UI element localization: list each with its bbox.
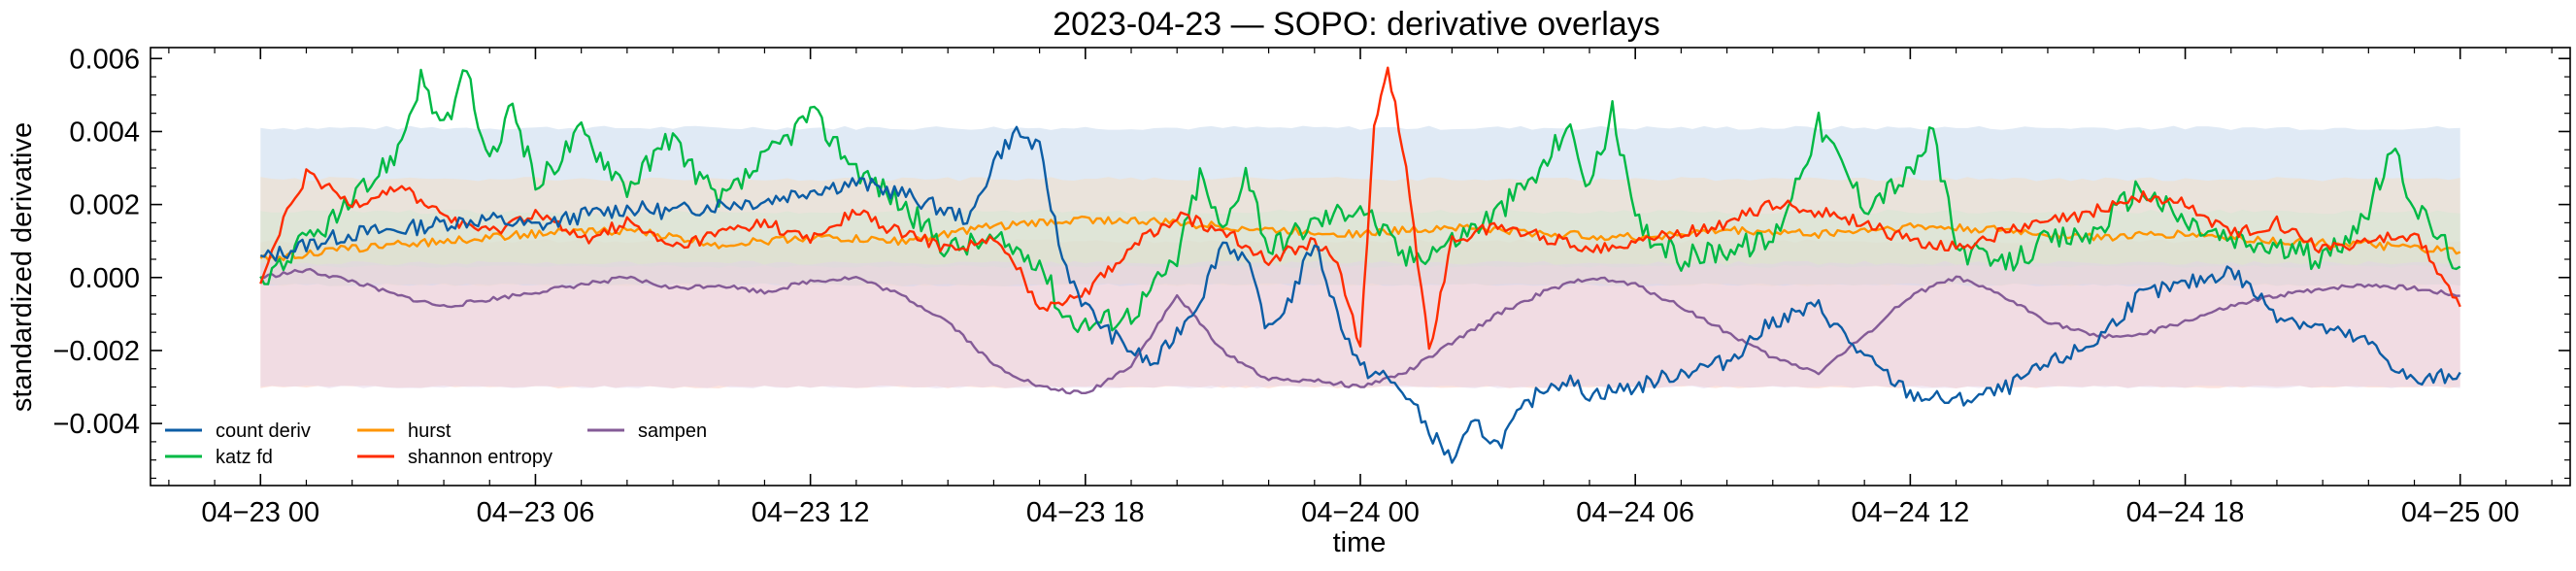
y-tick-label: −0.002 — [52, 336, 140, 367]
legend-label-count-deriv: count deriv — [216, 420, 311, 442]
x-tick-label: 04−23 18 — [1026, 497, 1145, 528]
axis-ticks — [151, 48, 2570, 486]
band-sampen — [260, 260, 2460, 388]
confidence-bands — [260, 125, 2460, 388]
x-tick-label: 04−23 06 — [477, 497, 595, 528]
x-tick-labels: 04−23 00 04−23 06 04−23 12 04−23 18 04−24 00… — [201, 497, 2519, 528]
chart-title: 2023-04-23 — SOPO: derivative overlays — [1053, 6, 1660, 43]
series-line-count-deriv — [259, 125, 2461, 464]
x-tick-label: 04−25 00 — [2401, 497, 2520, 528]
series-line-katz-fd — [259, 68, 2461, 333]
band-hurst — [260, 177, 2460, 286]
x-tick-label: 04−24 12 — [1851, 497, 1969, 528]
legend-label-hurst: hurst — [408, 420, 452, 442]
y-tick-label: −0.004 — [52, 409, 140, 440]
series-line-hurst — [259, 215, 2461, 262]
series-line-sampen — [260, 267, 2460, 395]
legend-label-shannon-entropy: shannon entropy — [408, 447, 552, 468]
y-tick-label: 0.006 — [69, 44, 140, 75]
series-line-shannon-entropy — [259, 66, 2461, 351]
y-tick-label: 0.002 — [69, 190, 140, 221]
x-tick-label: 04−23 12 — [752, 497, 870, 528]
y-axis-label: standardized derivative — [7, 122, 38, 412]
y-tick-label: 0.004 — [69, 117, 140, 148]
x-tick-label: 04−24 18 — [2126, 497, 2245, 528]
y-tick-labels: −0.004 −0.002 0.000 0.002 0.004 0.006 — [52, 44, 140, 440]
x-tick-label: 04−24 06 — [1576, 497, 1694, 528]
legend-label-katz-fd: katz fd — [216, 447, 273, 468]
y-tick-label: 0.000 — [69, 263, 140, 294]
x-tick-label: 04−24 00 — [1301, 497, 1420, 528]
x-tick-label: 04−23 00 — [201, 497, 319, 528]
series-lines — [259, 66, 2461, 464]
x-axis-label: time — [1333, 527, 1387, 558]
legend-label-sampen: sampen — [638, 420, 707, 442]
legend: count deriv katz fd hurst shannon entropy sa… — [165, 420, 707, 468]
